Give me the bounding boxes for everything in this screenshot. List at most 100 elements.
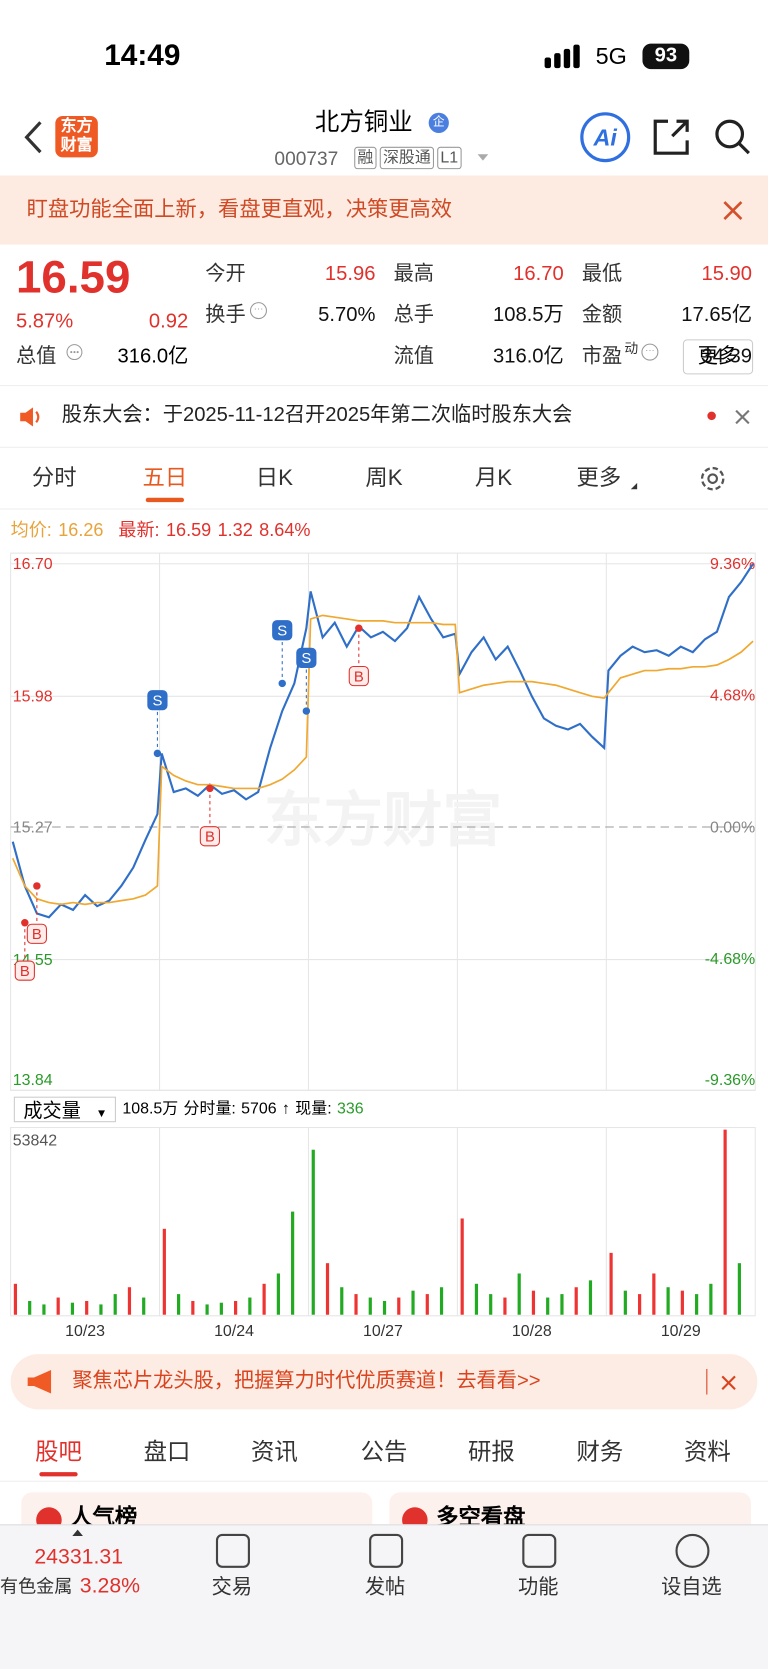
volume-bar <box>588 1280 593 1315</box>
promo-banner[interactable] <box>10 1354 758 1410</box>
volume-bar <box>460 1218 464 1315</box>
five-day-chart: 东方财富16.7015.9815.2714.5513.849.36%4.68%0… <box>10 552 756 1340</box>
stock-name: 北方铜业 <box>314 107 413 136</box>
field-value: 316.0亿 <box>117 345 189 369</box>
share-button[interactable] <box>651 117 691 157</box>
unread-dot <box>707 411 716 421</box>
nav-item[interactable]: 发帖 <box>364 1576 406 1599</box>
field-label: 今开 <box>205 262 246 286</box>
trade-label: B <box>354 669 364 685</box>
nav-icon[interactable] <box>522 1533 557 1568</box>
field-value: 16.70 <box>513 262 564 286</box>
latest-pct: 8.64% <box>259 520 311 541</box>
content-tab[interactable]: 资料 <box>683 1438 731 1465</box>
volume-total: 108.5万 <box>122 1099 179 1118</box>
svg-text:Ai: Ai <box>593 125 618 151</box>
index-value[interactable]: 24331.31 <box>34 1545 124 1569</box>
nav-item[interactable]: 交易 <box>211 1576 253 1599</box>
separator <box>706 1368 708 1395</box>
search-button[interactable] <box>713 117 753 157</box>
settings-button[interactable] <box>698 464 728 494</box>
content-tab[interactable]: 资讯 <box>251 1438 298 1465</box>
tab[interactable]: 日K <box>255 465 294 491</box>
trade-point <box>21 919 29 927</box>
volume-bar <box>127 1287 132 1315</box>
volume-bar <box>546 1297 550 1315</box>
volume-bar <box>397 1297 401 1315</box>
volume-bar <box>42 1304 46 1315</box>
tag: 融 <box>354 146 377 170</box>
close-banner[interactable] <box>722 200 743 221</box>
ai-button[interactable]: Ai <box>579 111 632 164</box>
field-label: 换手 <box>205 304 246 327</box>
volume-selector[interactable]: 成交量 ▼ <box>13 1096 116 1123</box>
nav-icon[interactable] <box>215 1533 250 1568</box>
field-label: 最高 <box>393 262 435 286</box>
tag: L1 <box>437 146 462 170</box>
y-tick-label: 15.98 <box>13 689 53 706</box>
tab[interactable]: 分时 <box>31 465 77 491</box>
close-notice[interactable] <box>734 408 751 425</box>
volume-bar <box>652 1273 656 1315</box>
x-tick-label: 10/24 <box>214 1323 254 1340</box>
trade-point <box>302 707 311 715</box>
trade-badge <box>272 620 293 641</box>
y2-tick-label: 9.36% <box>710 556 755 573</box>
volume-bar <box>560 1294 564 1315</box>
info-icon[interactable]: ··· <box>641 343 659 361</box>
more-button[interactable]: 更多 <box>682 339 754 375</box>
content-tab[interactable]: 股吧 <box>35 1438 82 1465</box>
volume-bar <box>291 1211 295 1315</box>
volume-bar <box>411 1290 415 1315</box>
content-tab[interactable]: 财务 <box>576 1438 624 1465</box>
nav-icon[interactable] <box>675 1533 710 1568</box>
info-icon[interactable]: ··· <box>249 302 267 320</box>
trade-badge <box>26 923 47 944</box>
back-button[interactable] <box>21 119 47 155</box>
content-tab[interactable]: 研报 <box>468 1438 515 1465</box>
tab[interactable]: 周K <box>365 465 403 491</box>
tags: 融深股通 L1 <box>354 146 462 170</box>
close-promo[interactable] <box>720 1374 737 1391</box>
volume-bar <box>85 1300 89 1315</box>
volume-bar <box>176 1294 181 1315</box>
field-label: 总手 <box>393 304 435 327</box>
nav-item[interactable]: 功能 <box>518 1576 559 1599</box>
dropdown[interactable] <box>477 153 490 162</box>
divider <box>0 508 768 510</box>
nav-icon[interactable] <box>369 1533 404 1568</box>
tab[interactable]: 月K <box>474 465 513 491</box>
volume-bar <box>531 1290 536 1315</box>
field-value: 15.90 <box>701 262 753 286</box>
volume-bar <box>219 1302 223 1315</box>
volume-bar <box>638 1294 642 1315</box>
info-icon[interactable] <box>66 344 83 361</box>
megaphone-icon <box>27 1370 52 1394</box>
volume-bar <box>99 1304 103 1315</box>
tab[interactable]: 五日 <box>142 465 188 491</box>
content-tab[interactable]: 公告 <box>360 1438 408 1465</box>
content-tab[interactable]: 盘口 <box>143 1438 191 1465</box>
volume-bar <box>354 1294 358 1315</box>
volume-bar <box>28 1300 32 1315</box>
field-label: 最低 <box>581 262 623 286</box>
field-label: 市盈 <box>581 345 623 369</box>
notice[interactable]: 股东大会：于2025-11-12召开2025年第二次临时股东大会 <box>61 404 573 427</box>
volume-bar <box>205 1304 209 1315</box>
volume-bar <box>325 1263 330 1315</box>
latest-value: 16.59 <box>165 520 212 541</box>
arrow: ↑ <box>281 1099 290 1118</box>
volume-bar <box>113 1294 117 1315</box>
volume-bar <box>623 1290 627 1315</box>
card-title: 人气榜 <box>70 1505 138 1530</box>
price-line <box>11 563 754 919</box>
trade-point <box>206 784 214 793</box>
tab[interactable]: 更多 <box>576 465 622 491</box>
x-tick-label: 10/29 <box>661 1323 701 1340</box>
stock-code: 000737 <box>274 147 339 170</box>
nav-item[interactable]: 设自选 <box>661 1576 722 1599</box>
trade-label: S <box>301 651 311 667</box>
network: 5G <box>595 42 627 70</box>
trade-label: B <box>205 830 215 846</box>
volume-bar <box>503 1297 507 1315</box>
